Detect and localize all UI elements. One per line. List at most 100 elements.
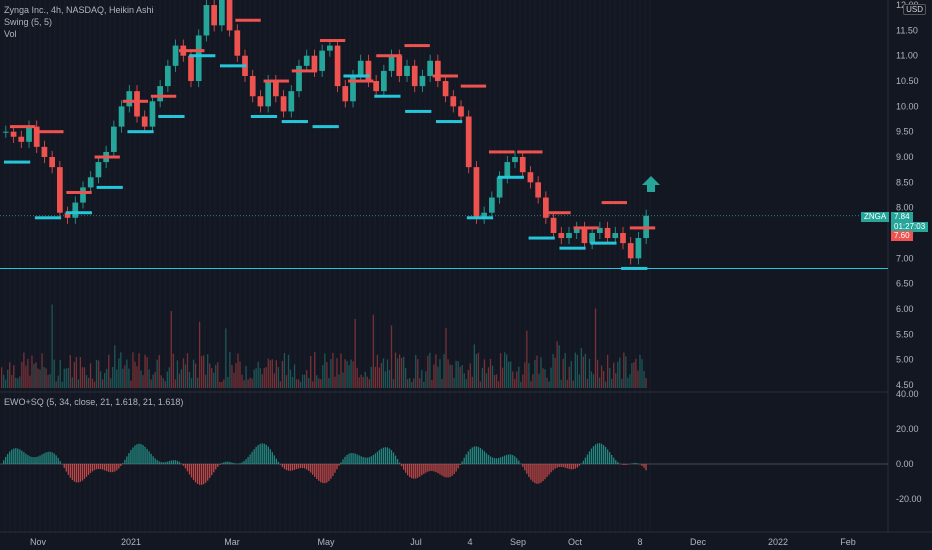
candle-body (141, 116, 148, 127)
volume-bar (21, 361, 23, 388)
osc-bar (39, 455, 41, 464)
volume-bar (106, 368, 108, 388)
osc-bar (477, 446, 480, 464)
volume-bar (633, 362, 635, 388)
volume-bar (447, 359, 449, 388)
osc-bar (318, 464, 320, 481)
volume-bar (285, 375, 288, 388)
osc-bar (501, 456, 504, 464)
osc-bar (568, 464, 570, 469)
candle-body (550, 217, 557, 233)
volume-bar (249, 377, 251, 388)
osc-bar (5, 456, 7, 464)
osc-bar (122, 463, 124, 464)
axes: 12.0011.5011.0010.5010.009.509.008.508.0… (30, 0, 922, 547)
osc-bar (81, 464, 84, 481)
legend-title[interactable]: Zynga Inc., 4h, NASDAQ, Heikin Ashi (4, 5, 154, 15)
volume-bar (172, 353, 174, 388)
price-tick-label: 8.00 (896, 203, 914, 213)
volume-bar (503, 352, 506, 388)
volume-bar (600, 365, 603, 388)
legend-swing[interactable]: Swing (5, 5) (4, 17, 53, 27)
osc-bar (259, 443, 261, 464)
osc-bar (441, 464, 443, 476)
volume-bar (354, 319, 356, 388)
osc-bar (433, 464, 435, 472)
volume-bar (239, 361, 241, 388)
candle-body (365, 60, 372, 82)
candle-body (134, 91, 140, 117)
volume-bar (255, 368, 257, 388)
volume-bar (29, 375, 31, 388)
swing-low (559, 246, 586, 250)
osc-bar (493, 458, 496, 464)
osc-bar (467, 451, 469, 464)
swing-high (179, 49, 205, 53)
swing-levels (4, 18, 660, 270)
time-tick-label: Jul (410, 537, 422, 547)
currency-badge[interactable]: USD (903, 4, 926, 15)
volume-bar (512, 371, 514, 388)
osc-bar (235, 463, 237, 464)
volume-bar (295, 379, 298, 388)
osc-bar (126, 456, 128, 464)
volume-bar (194, 363, 197, 388)
osc-bar (637, 463, 639, 464)
volume-bar (320, 379, 322, 388)
volume-bar (324, 353, 326, 388)
volume-bar (219, 381, 221, 388)
osc-bar (229, 461, 231, 464)
osc-bar (483, 451, 486, 464)
volume-bar (108, 354, 110, 388)
osc-bar (11, 449, 13, 464)
volume-bar (400, 358, 403, 388)
osc-bar (415, 464, 417, 479)
volume-bar (554, 357, 556, 388)
osc-bar (192, 464, 195, 481)
volume-bar (231, 364, 233, 388)
candle-body (573, 227, 580, 233)
osc-bar (203, 464, 205, 485)
volume-bar (200, 356, 203, 388)
volume-bar (243, 380, 245, 388)
legend-ewo-label[interactable]: EWO+SQ (5, 34, close, 21, 1.618, 21, 1.6… (4, 397, 184, 407)
volume-bar (405, 367, 407, 388)
osc-bar (310, 464, 312, 473)
legend-vol[interactable]: Vol (4, 29, 17, 39)
osc-bar (487, 454, 490, 464)
osc-bar (45, 452, 47, 464)
candle-body (319, 50, 325, 71)
candle-body (635, 238, 642, 259)
volume-bar (318, 378, 320, 388)
osc-bar (245, 459, 247, 464)
osc-bar (95, 464, 98, 470)
volume-bar (449, 364, 451, 388)
volume-bar (417, 359, 419, 388)
osc-bar (55, 455, 57, 464)
swing-high (38, 130, 64, 134)
volume-bar (336, 358, 338, 388)
osc-bar (491, 457, 494, 464)
osc-bar (285, 464, 288, 471)
osc-bar (269, 449, 271, 464)
osc-bar (326, 464, 328, 483)
countdown-badge: 01:27:03 (891, 222, 929, 232)
osc-bar (392, 452, 395, 464)
candle-body (172, 45, 179, 66)
osc-bar (604, 447, 607, 464)
osc-bar (451, 464, 453, 476)
osc-bar (582, 460, 585, 464)
candle-body (581, 227, 588, 244)
volume-bar (413, 378, 415, 388)
volume-bar (338, 374, 340, 388)
volume-bar (57, 375, 59, 388)
osc-bar (134, 445, 136, 464)
swing-low (220, 64, 247, 68)
swing-low (497, 175, 524, 179)
volume-bar (55, 381, 57, 388)
volume-bar (310, 355, 312, 388)
volume-bar (9, 362, 11, 388)
osc-bar (196, 464, 199, 484)
price-tick-label: 5.50 (896, 329, 914, 339)
